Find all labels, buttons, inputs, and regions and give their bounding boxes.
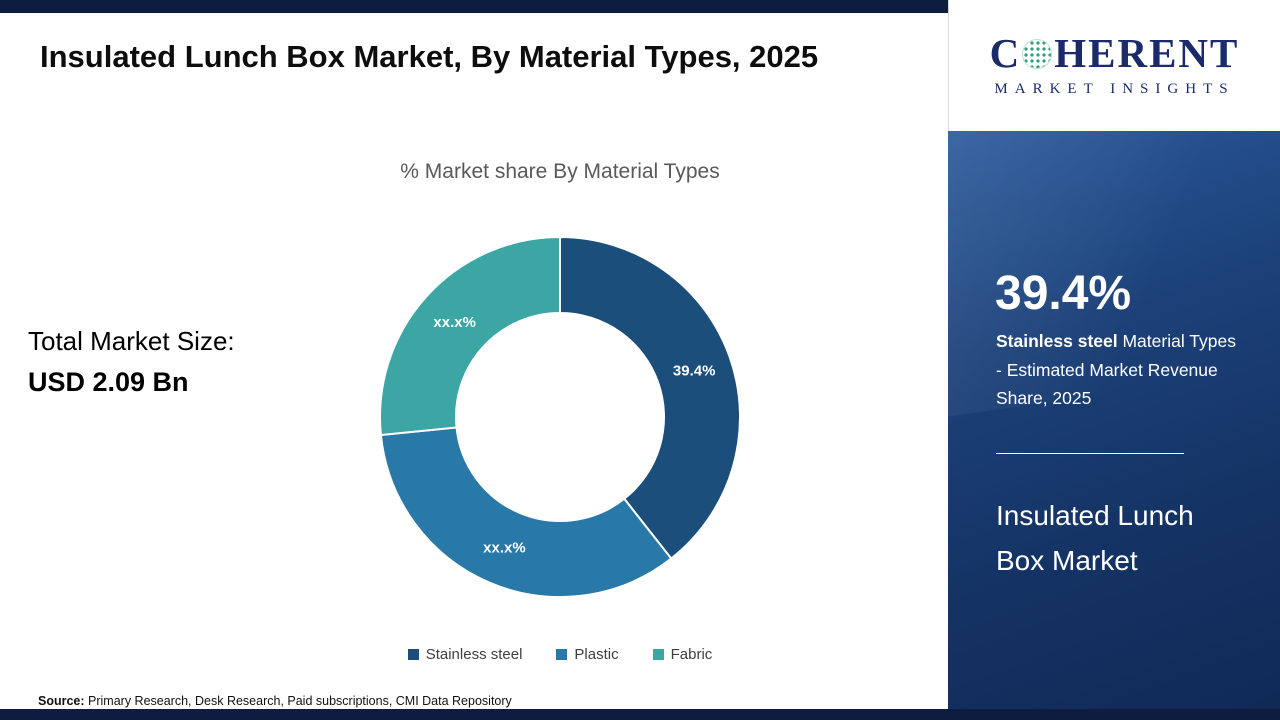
brand-subtitle: MARKET INSIGHTS [994, 81, 1235, 97]
source-line: Source: Primary Research, Desk Research,… [38, 694, 512, 708]
donut-slice-stainless-steel [559, 235, 741, 560]
legend-swatch [556, 649, 568, 660]
brand-logo: C HERENT MARKET INSIGHTS [948, 0, 1280, 131]
slice-value-label: 39.4% [673, 363, 716, 380]
donut-slice-plastic [379, 426, 673, 598]
market-name: Insulated Lunch Box Market [996, 500, 1194, 577]
legend-label: Plastic [574, 646, 619, 663]
slice-value-label: xx.x% [483, 540, 526, 557]
legend-item-fabric: Fabric [652, 646, 713, 663]
page-title: Insulated Lunch Box Market, By Material … [40, 39, 819, 74]
panel-divider [996, 453, 1184, 454]
source-label: Source: [38, 694, 85, 708]
donut-chart: 39.4% xx.x% xx.x% [370, 227, 750, 607]
slice-value-label: xx.x% [433, 314, 476, 331]
total-market-label: Total Market Size: [28, 326, 235, 356]
donut-chart-svg: 39.4% xx.x% xx.x% [379, 235, 741, 598]
legend-item-stainless-steel: Stainless steel [407, 646, 523, 663]
legend-swatch [407, 649, 419, 660]
bottom-accent-bar [0, 709, 1280, 720]
legend-label: Stainless steel [425, 646, 523, 663]
brand-wordmark: C HERENT [990, 33, 1240, 74]
legend-label: Fabric [670, 646, 713, 663]
top-accent-bar [0, 0, 948, 13]
stat-description-bold: Stainless steel [996, 331, 1118, 351]
stat-description-rest: Material Types - Estimated Market Revenu… [996, 331, 1236, 409]
globe-dots-icon [1022, 38, 1053, 69]
highlight-panel: 39.4% Stainless steel Material Types - E… [948, 131, 1280, 709]
legend-item-plastic: Plastic [556, 646, 619, 663]
donut-slice-fabric [379, 235, 561, 437]
chart-legend: Stainless steel Plastic Fabric [260, 646, 860, 663]
legend-swatch [652, 649, 664, 660]
total-market-block: Total Market Size: USD 2.09 Bn [28, 326, 235, 398]
brand-letter-c: C [989, 30, 1022, 76]
stat-value: 39.4% [995, 267, 1132, 320]
brand-letters-rest: HERENT [1054, 30, 1240, 76]
chart-title: % Market share By Material Types [400, 160, 720, 183]
stat-description: Stainless steel Material Types - Estimat… [996, 327, 1241, 413]
total-market-value: USD 2.09 Bn [28, 367, 189, 397]
source-text: Primary Research, Desk Research, Paid su… [84, 694, 512, 708]
